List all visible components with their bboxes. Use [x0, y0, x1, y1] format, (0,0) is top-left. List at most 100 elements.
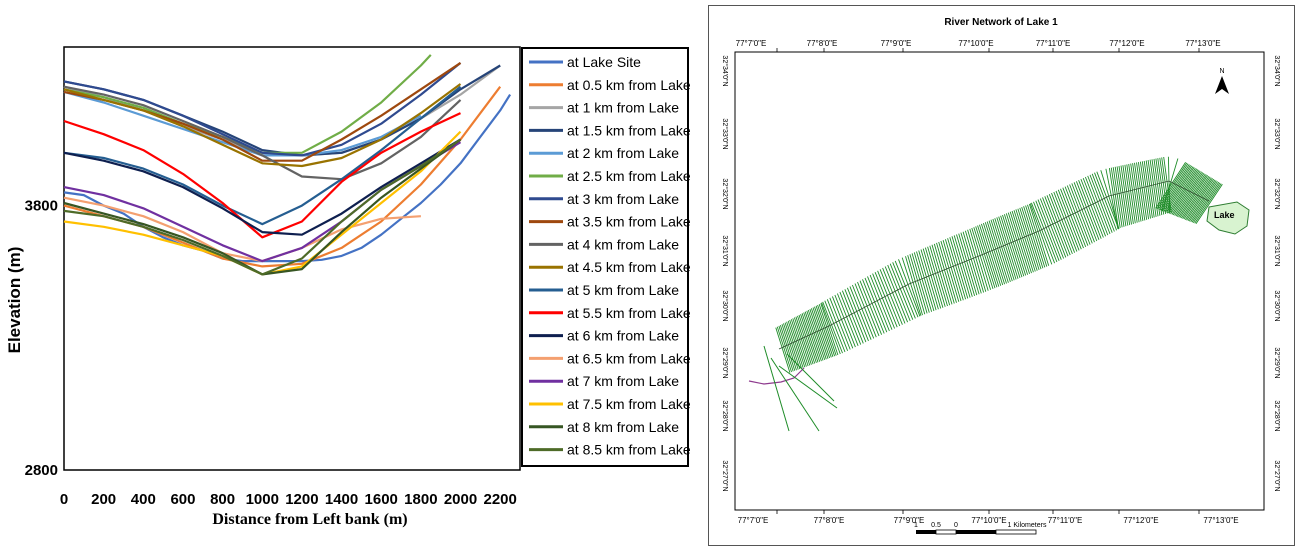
transect-line	[784, 322, 801, 370]
legend-label-7: at 3.5 km from Lake	[567, 214, 690, 230]
transect-line	[798, 314, 816, 364]
transect-line	[977, 225, 998, 288]
transect-line	[1168, 169, 1199, 214]
map-bottom-label: 77°13'0"E	[1203, 516, 1238, 525]
transect-line	[1132, 163, 1142, 222]
y-tick-label: 3800	[25, 198, 58, 215]
transect-line	[1037, 199, 1062, 260]
transect-line	[1172, 171, 1202, 216]
main-stream	[778, 180, 1210, 350]
transect-line	[1130, 163, 1140, 223]
transect-line	[951, 236, 971, 298]
transect-line	[979, 224, 1000, 287]
transect-line	[889, 263, 914, 320]
map-left-label: 32°33'0"N	[721, 118, 729, 149]
transect-line	[800, 314, 817, 364]
transect-line	[783, 323, 799, 370]
transect-line	[877, 270, 901, 327]
transect-line	[884, 266, 909, 323]
transect-line	[1096, 171, 1120, 230]
map-top-label: 77°11'0"E	[1036, 39, 1071, 48]
map-left-label: 32°28'0"N	[721, 400, 729, 431]
cross-section-chart: 0 200 400 600 800 1000 1200 1400 1600 1800 2000 220…	[5, 46, 690, 528]
transect-line	[869, 274, 893, 330]
transect-line	[1171, 170, 1201, 215]
transect-line	[1155, 161, 1186, 209]
legend-label-12: at 6 km from Lake	[567, 328, 679, 344]
transect-line	[964, 230, 985, 293]
transect-line	[778, 365, 838, 409]
scale-label-1: 1	[914, 522, 918, 529]
transect-line	[817, 304, 836, 357]
transect-line	[1082, 177, 1107, 237]
map-right-label: 32°29'0"N	[1273, 347, 1281, 378]
transect-line	[1073, 182, 1098, 242]
transect-line	[1187, 179, 1216, 221]
transect-line	[1069, 184, 1093, 244]
transect-line	[849, 286, 872, 340]
transect-line	[944, 239, 964, 301]
transect-line	[1007, 212, 1029, 275]
transect-line	[996, 217, 1017, 280]
transect-line	[839, 291, 862, 345]
series-line-17	[63, 138, 462, 276]
transect-line	[1071, 183, 1095, 243]
transect-line	[969, 228, 989, 291]
scale-seg-4	[995, 529, 1037, 535]
transect-line	[1186, 178, 1215, 221]
transect-line	[1143, 160, 1153, 219]
transect-line	[1078, 180, 1102, 239]
transect-line	[793, 317, 811, 366]
y-axis-label: Elevation (m)	[5, 247, 24, 354]
transect-line	[1087, 175, 1111, 235]
transect-line	[1002, 214, 1023, 278]
transect-line	[1110, 167, 1121, 228]
legend-box	[521, 47, 689, 467]
map-left-label: 32°29'0"N	[721, 347, 729, 378]
map-bottom-label: 77°12'0"E	[1123, 516, 1158, 525]
transect-line	[1120, 165, 1131, 226]
transect-line	[829, 297, 851, 350]
x-tick-label: 1800	[404, 491, 437, 508]
series-line-10	[63, 85, 462, 226]
transect-line	[778, 325, 794, 372]
transect-line	[1163, 166, 1194, 212]
map-top-label: 77°10'0"E	[958, 39, 993, 48]
transect-line	[815, 305, 834, 357]
transect-line	[1190, 181, 1218, 222]
transect-line	[1191, 181, 1220, 223]
series-line-12	[63, 138, 462, 236]
transect-line	[1030, 202, 1056, 264]
transect-line	[862, 279, 885, 334]
transect-line	[938, 241, 957, 303]
transect-line	[786, 353, 835, 402]
transect-line	[1044, 196, 1069, 257]
scale-label-4: 1 Kilometers	[1008, 522, 1047, 529]
transect-line	[1166, 167, 1196, 213]
transect-line	[1188, 180, 1217, 222]
x-tick-label: 1200	[285, 491, 318, 508]
transect-line	[809, 309, 827, 360]
transect-line	[821, 302, 841, 355]
transect-line	[844, 289, 867, 343]
transect-line	[909, 254, 928, 314]
transect-line	[920, 249, 939, 310]
map-right-label: 32°33'0"N	[1273, 118, 1281, 149]
transect-line	[1005, 213, 1027, 276]
legend-label-15: at 7.5 km from Lake	[567, 396, 690, 412]
transect-line	[1112, 167, 1123, 228]
map-left-label: 32°30'0"N	[721, 290, 729, 321]
transect-line	[1175, 172, 1205, 217]
transect-line	[1019, 207, 1040, 271]
transect-line	[1145, 160, 1155, 218]
map-left-label: 32°34'0"N	[721, 55, 729, 86]
transect-line	[1025, 205, 1046, 268]
transect-line	[854, 283, 877, 338]
transect-line	[975, 226, 996, 289]
transect-line	[980, 223, 1002, 286]
transect-line	[1009, 211, 1031, 275]
transect-line	[936, 242, 955, 304]
transect-line	[1179, 175, 1209, 218]
transect-line	[810, 308, 829, 359]
transect-line	[887, 264, 911, 322]
